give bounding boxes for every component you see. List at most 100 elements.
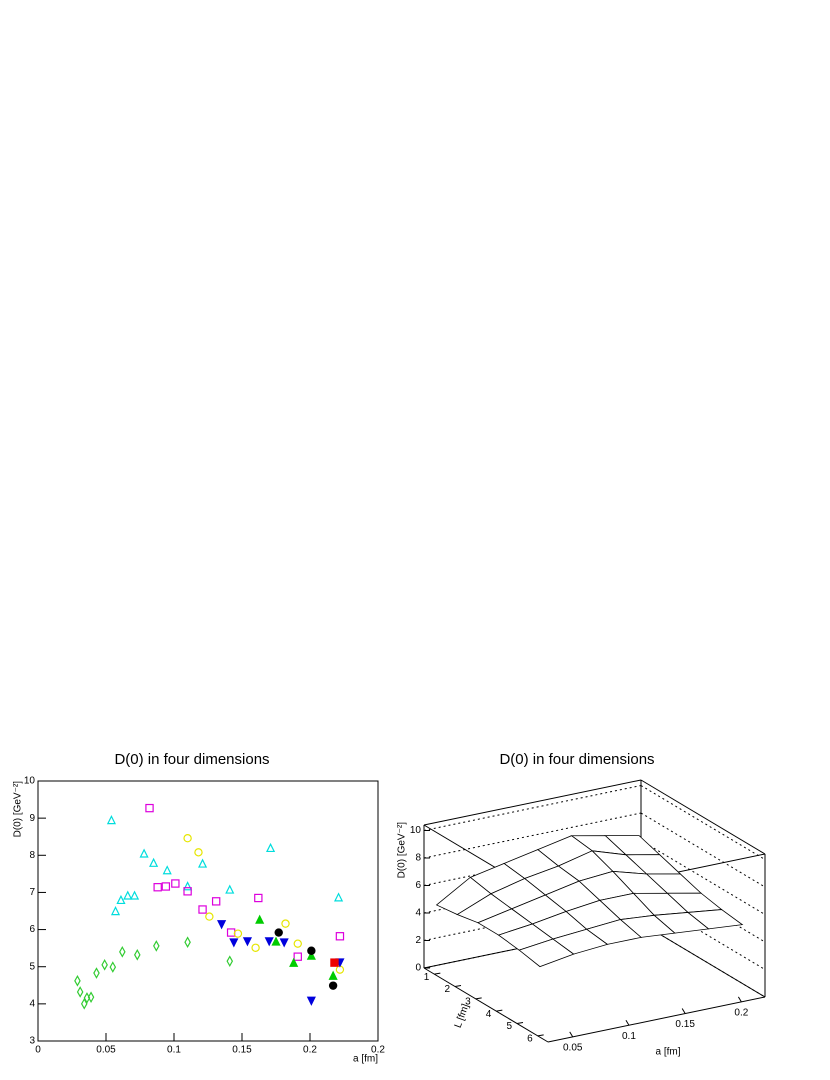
x-tick-label: 0.1 <box>167 1045 181 1056</box>
x-tick-label: 0.2 <box>303 1045 317 1056</box>
point <box>279 938 289 948</box>
chart-title: D(0) in four dimensions <box>114 751 269 768</box>
point <box>139 848 149 858</box>
point <box>265 842 276 853</box>
point <box>264 937 274 947</box>
surface-cell <box>518 938 575 968</box>
y-tick-label: 5 <box>29 961 35 972</box>
z-tick-label: 0 <box>415 963 421 974</box>
point <box>184 936 191 949</box>
z-tick-label: 4 <box>415 908 421 919</box>
point <box>226 928 236 937</box>
point <box>101 959 108 971</box>
point <box>289 957 299 967</box>
point <box>133 949 141 961</box>
point <box>153 940 160 952</box>
point <box>87 991 95 1003</box>
y-tick <box>496 1009 503 1012</box>
point <box>183 834 192 843</box>
x-tick <box>625 1019 630 1026</box>
box-edge <box>640 922 766 998</box>
point <box>251 943 260 952</box>
point <box>109 961 117 973</box>
point <box>198 905 207 914</box>
grid-line <box>423 785 642 831</box>
point <box>110 906 121 916</box>
y-tick-label: 3 <box>29 1036 35 1047</box>
point <box>80 998 88 1010</box>
y-tick <box>516 1022 524 1024</box>
box-edge <box>547 996 766 1043</box>
grid-line <box>640 867 766 943</box>
y-tick-label: 4 <box>486 1009 492 1020</box>
x-tick <box>569 1031 574 1038</box>
x-tick-label: 0.05 <box>563 1043 583 1054</box>
point <box>306 996 316 1006</box>
point <box>205 912 214 921</box>
point <box>293 952 302 961</box>
y-axis-title: D(0) [GeV⁻²] <box>13 781 24 838</box>
point <box>211 897 221 906</box>
x-tick-label: 0 <box>35 1045 41 1056</box>
point <box>171 879 180 888</box>
point <box>153 883 162 892</box>
point <box>149 857 159 867</box>
z-tick-label: 10 <box>410 825 422 836</box>
point <box>161 882 171 891</box>
point <box>217 920 227 930</box>
chart-title: D(0) in four dimensions <box>499 751 654 768</box>
point <box>233 929 243 938</box>
x-tick <box>737 996 742 1003</box>
y-tick <box>475 997 482 1000</box>
point <box>74 975 81 987</box>
point <box>197 858 208 868</box>
point <box>226 955 234 967</box>
y-tick <box>434 972 441 975</box>
point <box>330 958 339 967</box>
point <box>328 970 338 980</box>
point <box>93 967 100 979</box>
y-tick-label: 1 <box>424 972 430 983</box>
point <box>76 986 84 998</box>
grid-line <box>640 895 766 970</box>
point <box>129 890 140 900</box>
box-edge <box>423 779 642 826</box>
x-tick-label: 0.05 <box>96 1045 116 1056</box>
x-axis-title: a [fm] <box>655 1047 680 1058</box>
grid-line <box>640 840 766 915</box>
point <box>255 914 265 924</box>
y-tick-label: 3 <box>465 996 471 1007</box>
y-tick-label: 9 <box>29 813 35 824</box>
x-tick-label: 0.2 <box>371 1045 385 1056</box>
point <box>242 937 253 947</box>
z-tick-label: 8 <box>415 853 421 864</box>
x-tick-label: 0.15 <box>232 1045 252 1056</box>
point <box>306 950 316 960</box>
y-tick-label: 7 <box>29 887 35 898</box>
x-axis-title: a [fm] <box>353 1054 378 1065</box>
z-axis-title: D(0) [GeV⁻²] <box>397 822 408 879</box>
box-edge <box>640 779 766 855</box>
plot-frame <box>37 780 379 1042</box>
z-tick-label: 6 <box>415 880 421 891</box>
box-edge <box>423 967 549 1043</box>
grid-line <box>640 812 766 888</box>
y-tick-label: 2 <box>444 984 450 995</box>
point <box>229 938 239 948</box>
point <box>335 932 345 941</box>
y-tick-label: 5 <box>506 1021 512 1032</box>
point <box>183 881 193 891</box>
y-tick-label: 4 <box>29 998 35 1009</box>
point <box>293 939 302 948</box>
point <box>225 884 235 894</box>
point <box>328 981 338 990</box>
point <box>119 946 126 958</box>
point <box>271 936 281 946</box>
point <box>194 848 203 857</box>
point <box>162 865 172 875</box>
grid-line <box>423 812 642 859</box>
x-tick <box>681 1008 686 1014</box>
point <box>274 928 283 937</box>
x-tick-label: 0.1 <box>622 1031 636 1042</box>
